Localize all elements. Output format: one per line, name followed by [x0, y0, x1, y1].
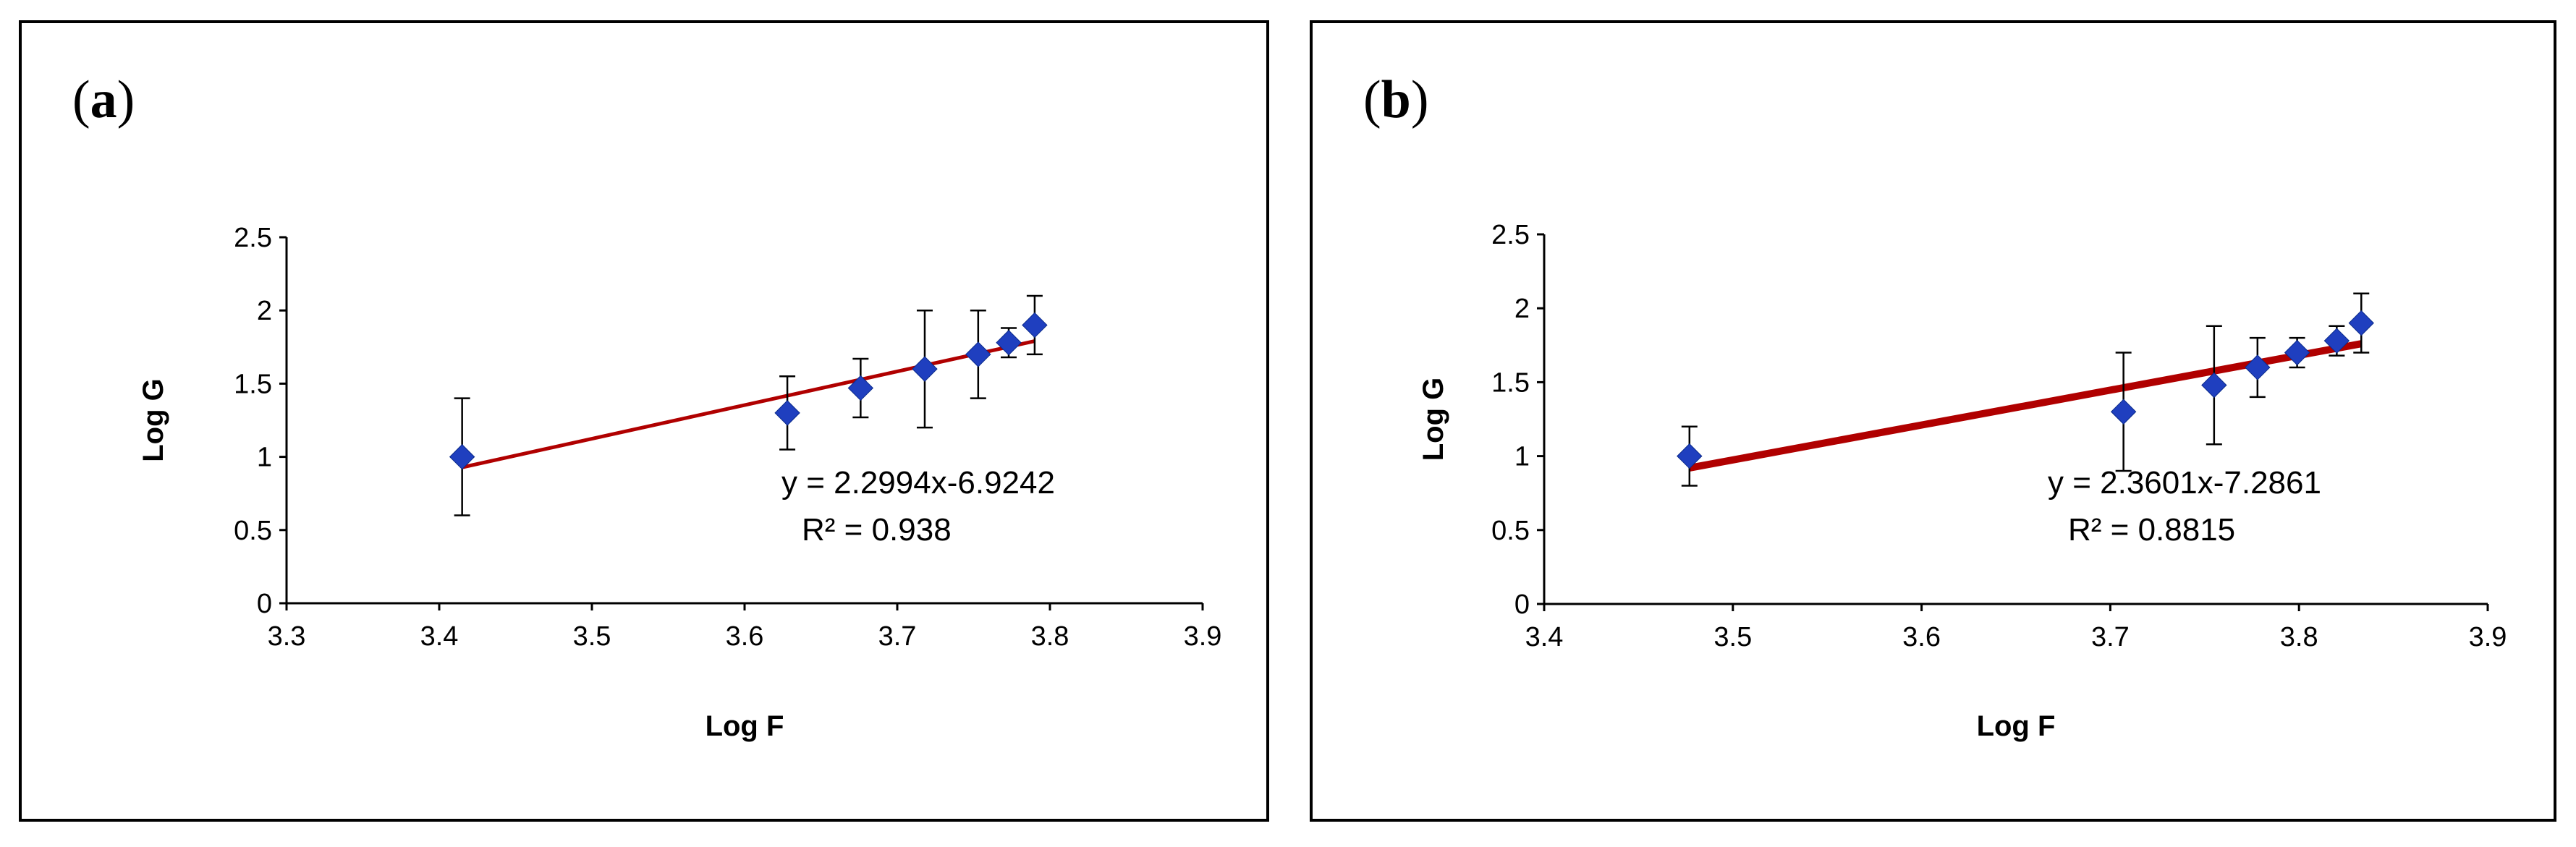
- chart-a-svg: (a) 0 0.5 1 1.5 2 2.5 3.3 3.4 3.5 3.6 3.7 3.8 3.9 Log …: [72, 70, 1222, 742]
- chart-b-y-tick-label: 2.5: [1491, 220, 1530, 250]
- chart-a-y-tick-label: 2.5: [234, 223, 272, 253]
- chart-b-data-point-1: [1677, 443, 1703, 469]
- chart-panel-a: (a) 0 0.5 1 1.5 2 2.5 3.3 3.4 3.5 3.6 3.7 3.8 3.9 Log …: [19, 20, 1269, 822]
- chart-b-y-tick-label: 0.5: [1491, 516, 1530, 546]
- chart-b-x-axis-title: Log F: [1977, 710, 2056, 742]
- chart-a-data-point-6: [996, 330, 1022, 356]
- chart-a-data-point-2: [774, 400, 800, 426]
- chart-a-x-tick-label: 3.5: [573, 621, 611, 652]
- chart-b-data-point-4: [2245, 354, 2271, 380]
- chart-b-data-point-2: [2110, 399, 2137, 425]
- chart-a-data-point-3: [847, 375, 874, 401]
- chart-a-trendline: [462, 339, 1035, 469]
- chart-a-x-tick-label: 3.4: [420, 621, 459, 652]
- chart-b-x-tick-label: 3.7: [2091, 622, 2130, 652]
- chart-b-y-tick-label: 1.5: [1491, 367, 1530, 398]
- chart-a-y-tick-label: 0.5: [234, 516, 272, 546]
- chart-a-y-tick-label: 2: [257, 296, 272, 326]
- chart-b-y-tick-label: 1: [1514, 442, 1530, 472]
- chart-a-y-axis-title: Log G: [137, 378, 169, 462]
- chart-a-data-point-1: [449, 443, 475, 470]
- chart-a-y-tick-label: 1: [257, 443, 272, 473]
- chart-a-y-tick-label: 0: [257, 589, 272, 619]
- chart-b-data-point-3: [2201, 372, 2227, 399]
- chart-b-data-point-5: [2284, 339, 2310, 366]
- chart-a-data-point-5: [965, 341, 991, 367]
- chart-b-panel-label: (b): [1363, 70, 1428, 129]
- chart-b-x-tick-label: 3.5: [1713, 622, 1752, 652]
- chart-a-x-tick-label: 3.3: [268, 621, 306, 652]
- chart-b-svg: (b) 0 0.5 1 1.5 2 2.5 3.4 3.5 3.6 3.7 3.8 3.9 Log F Lo…: [1363, 70, 2507, 742]
- chart-b-x-tick-label: 3.4: [1525, 622, 1564, 652]
- chart-a-data-point-4: [912, 356, 938, 382]
- chart-b-x-tick-label: 3.6: [1902, 622, 1941, 652]
- chart-b-data-point-6: [2323, 328, 2350, 354]
- chart-a-r-squared: R² = 0.938: [802, 512, 952, 548]
- chart-b-y-tick-label: 0: [1514, 590, 1530, 620]
- chart-a-x-tick-label: 3.9: [1184, 621, 1222, 652]
- chart-a-x-tick-label: 3.6: [726, 621, 764, 652]
- chart-b-data-point-7: [2348, 310, 2374, 336]
- chart-b-x-tick-label: 3.8: [2280, 622, 2318, 652]
- chart-a-data-point-7: [1022, 312, 1048, 339]
- chart-panel-b: (b) 0 0.5 1 1.5 2 2.5 3.4 3.5 3.6 3.7 3.8 3.9 Log F Lo…: [1310, 20, 2556, 822]
- chart-b-y-axis-title: Log G: [1418, 378, 1449, 461]
- chart-b-y-tick-label: 2: [1514, 294, 1530, 324]
- chart-a-trend-equation: y = 2.2994x-6.9242: [781, 465, 1055, 501]
- chart-a-x-tick-label: 3.7: [878, 621, 917, 652]
- chart-a-y-tick-label: 1.5: [234, 369, 272, 399]
- chart-b-r-squared: R² = 0.8815: [2068, 512, 2235, 548]
- chart-b-trend-equation: y = 2.3601x-7.2861: [2048, 465, 2321, 501]
- chart-a-x-axis-title: Log F: [706, 710, 784, 742]
- chart-b-x-tick-label: 3.9: [2469, 622, 2507, 652]
- chart-a-panel-label: (a): [72, 70, 135, 129]
- chart-a-x-tick-label: 3.8: [1031, 621, 1069, 652]
